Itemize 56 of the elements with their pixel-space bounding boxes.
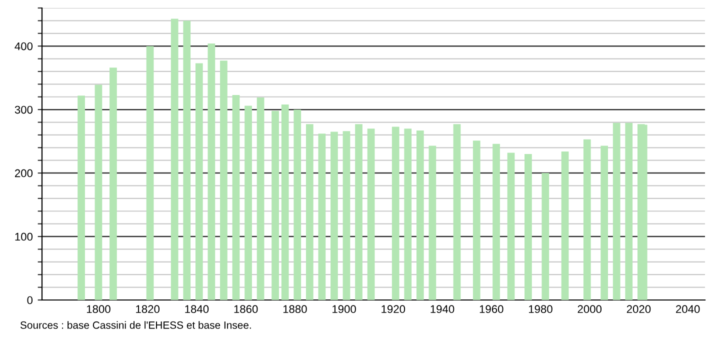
bar <box>542 173 550 300</box>
bar <box>367 128 375 300</box>
bar <box>428 146 436 300</box>
y-tick-label: 400 <box>14 42 33 50</box>
y-tick-label: 300 <box>14 106 33 114</box>
x-tick-label: 1840 <box>185 305 209 314</box>
x-tick-label: 1980 <box>528 305 552 314</box>
x-tick-label: 1820 <box>136 305 160 314</box>
bar <box>195 63 203 300</box>
bar <box>392 126 400 300</box>
y-tick-label: 200 <box>14 169 33 178</box>
x-tick-label: 2000 <box>578 305 602 314</box>
x-tick-label: 2020 <box>626 305 651 314</box>
bar <box>561 151 569 300</box>
bar <box>507 152 515 300</box>
x-tick-label: 1880 <box>283 305 307 314</box>
bar <box>625 122 633 300</box>
bar <box>220 60 228 300</box>
x-tick-label: 2040 <box>676 305 700 314</box>
x-tick-label: 1800 <box>86 305 110 314</box>
bar <box>94 84 102 300</box>
x-tick-label: 1960 <box>480 305 504 314</box>
bar <box>208 44 216 300</box>
y-tick-label: 0 <box>27 296 33 304</box>
bar <box>78 96 85 300</box>
bar <box>342 131 350 300</box>
bar <box>612 122 620 300</box>
bar <box>600 146 608 300</box>
bar <box>583 139 591 300</box>
bar <box>472 140 480 300</box>
bar <box>306 124 314 300</box>
y-tick-label: 100 <box>15 232 33 241</box>
bar <box>183 20 191 300</box>
x-tick-label: 1900 <box>332 305 356 314</box>
bar <box>416 130 424 300</box>
bar <box>524 154 532 300</box>
bar <box>170 18 178 300</box>
x-tick-label: 1920 <box>382 305 406 314</box>
bar <box>404 128 412 300</box>
bar <box>492 144 500 300</box>
bar <box>272 110 279 300</box>
bar <box>146 46 154 300</box>
bar <box>355 124 362 300</box>
bar <box>110 68 117 300</box>
x-tick-label: 1860 <box>234 305 258 314</box>
bar <box>294 110 302 300</box>
bar <box>330 132 338 300</box>
bar <box>453 124 461 300</box>
bar <box>281 104 289 300</box>
bar <box>637 124 645 300</box>
bar <box>318 134 326 300</box>
bar <box>244 106 252 300</box>
source-note: Sources : base Cassini de l'EHESS et base Insee. <box>20 321 251 329</box>
bar <box>232 94 240 300</box>
x-tick-label: 1940 <box>430 305 454 314</box>
bar <box>256 98 264 300</box>
